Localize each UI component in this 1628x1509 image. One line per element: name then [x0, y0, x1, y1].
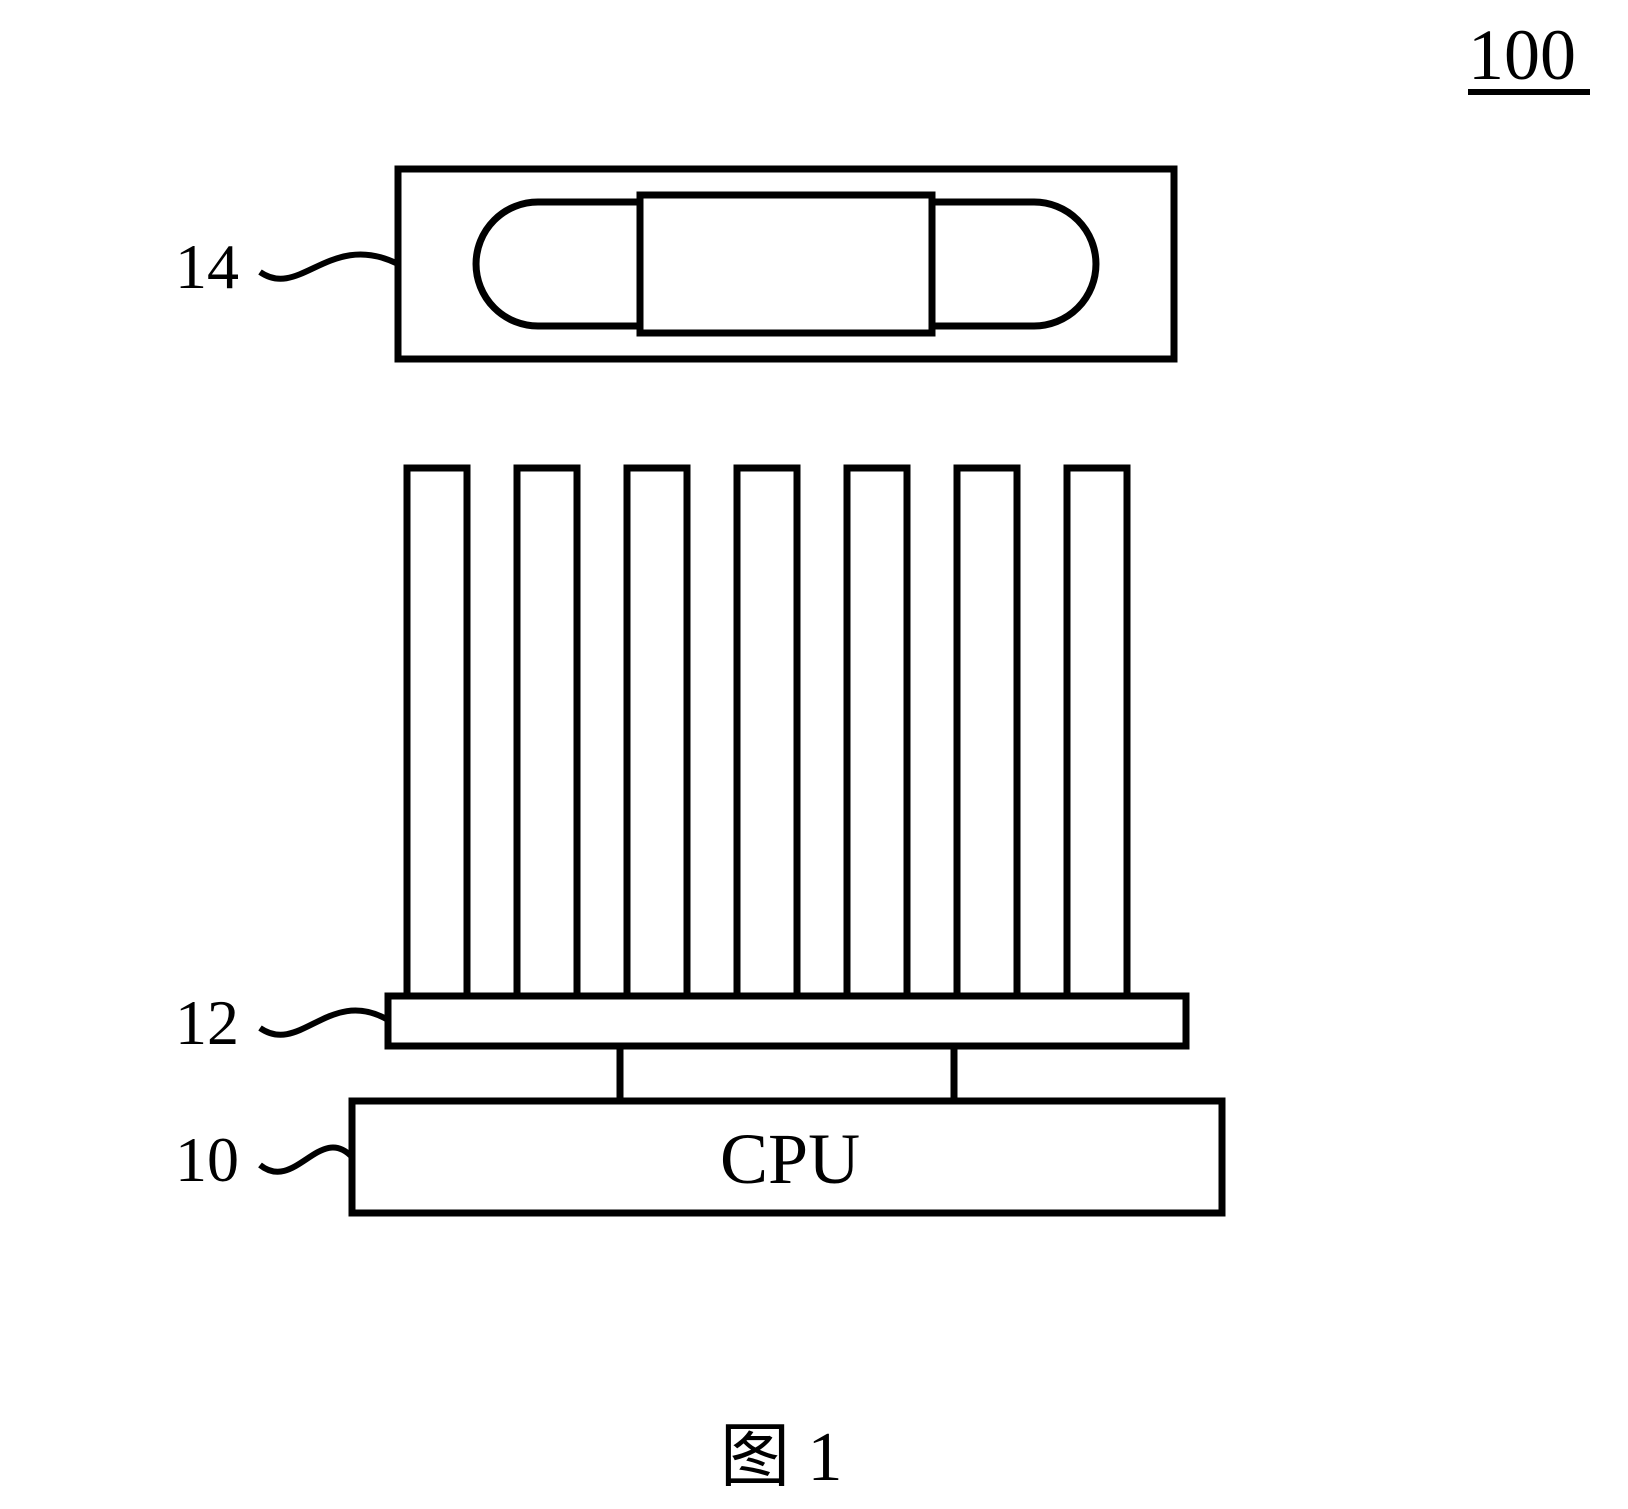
- callout-cpu-label: 10: [175, 1123, 239, 1197]
- diagram-svg: [0, 0, 1628, 1509]
- callout-fan-label: 14: [175, 230, 239, 304]
- callout-heatsink-label: 12: [175, 986, 239, 1060]
- diagram-container: 100 14 12 10 CPU 图 1: [0, 0, 1628, 1509]
- thermal-spacer: [620, 1046, 954, 1101]
- figure-id-label: 100: [1468, 14, 1576, 97]
- cpu-text: CPU: [720, 1118, 860, 1201]
- figure-caption: 图 1: [720, 1400, 843, 1501]
- fan-assembly: [398, 169, 1174, 359]
- heatsink: [388, 468, 1186, 1046]
- callout-leaders: [260, 254, 398, 1171]
